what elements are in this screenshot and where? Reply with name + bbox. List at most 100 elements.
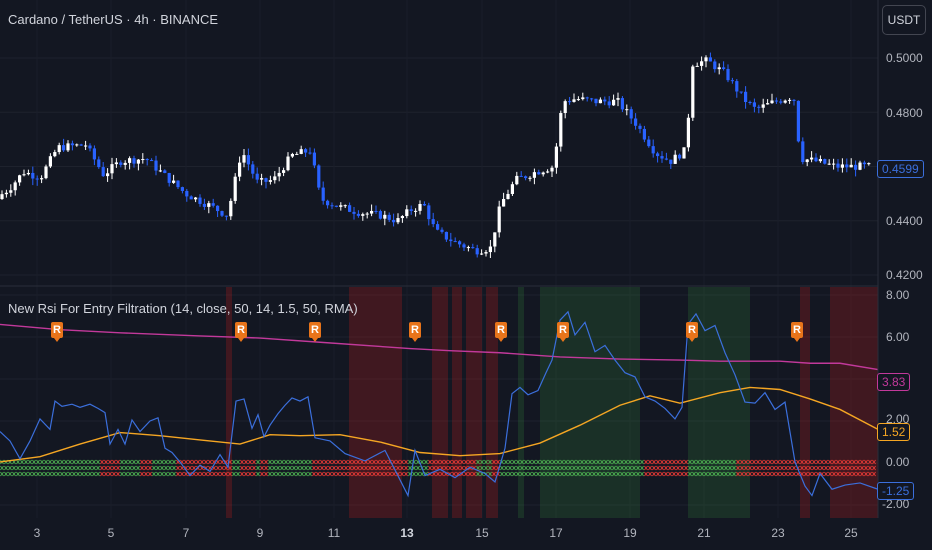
cross-mark [472, 459, 476, 477]
candle-body [528, 177, 532, 179]
price-tick: 0.4200 [886, 268, 923, 282]
cross-mark [16, 459, 20, 477]
cross-mark [580, 459, 584, 477]
cross-mark [804, 459, 808, 477]
cross-mark [628, 459, 632, 477]
cross-mark [768, 459, 772, 477]
cross-mark [192, 459, 196, 477]
candle-body [312, 152, 316, 166]
cross-mark [184, 459, 188, 477]
r-marker[interactable]: R [557, 322, 569, 342]
indicator-title[interactable]: New Rsi For Entry Filtration (14, close,… [8, 301, 358, 316]
candle-body [669, 159, 673, 164]
candle-body [207, 203, 211, 207]
cross-mark [8, 459, 12, 477]
cross-mark [44, 459, 48, 477]
candle-body [801, 141, 805, 163]
indicator-tick: -2.00 [882, 497, 910, 511]
cross-mark [56, 459, 60, 477]
cross-mark [808, 459, 812, 477]
cross-mark [832, 459, 836, 477]
cross-mark [220, 459, 224, 477]
candle-body [466, 247, 470, 249]
candle-body [251, 164, 255, 174]
cross-mark [584, 459, 588, 477]
candle-body [761, 104, 765, 108]
r-marker[interactable]: R [686, 322, 698, 342]
signal-band [226, 287, 232, 518]
r-marker[interactable]: R [309, 322, 321, 342]
x-tick: 19 [623, 526, 637, 540]
candle-body [612, 99, 616, 106]
candle-body [167, 172, 171, 183]
candle-body [506, 193, 510, 200]
cross-mark [652, 459, 656, 477]
cross-mark [384, 459, 388, 477]
candle-body [84, 145, 88, 147]
candle-body [238, 162, 242, 177]
r-marker[interactable]: R [235, 322, 247, 342]
cross-mark [656, 459, 660, 477]
cross-mark [28, 459, 32, 477]
candle-body [18, 175, 22, 183]
cross-mark [756, 459, 760, 477]
candle-body [568, 101, 572, 103]
cross-mark [524, 459, 528, 477]
candle-body [9, 190, 13, 193]
cross-mark [236, 459, 240, 477]
candle-body [40, 178, 44, 180]
candle-body [541, 172, 545, 175]
candle-body [700, 61, 704, 66]
cross-mark [760, 459, 764, 477]
candle-body [444, 231, 448, 240]
candle-body [339, 205, 343, 207]
candle-body [101, 167, 105, 177]
cross-mark [484, 459, 488, 477]
candle-body [805, 159, 809, 163]
candle-body [726, 68, 730, 81]
candle-body [48, 156, 52, 167]
cross-mark [84, 459, 88, 477]
candle-body [255, 173, 259, 180]
candle-body [172, 180, 176, 183]
r-marker[interactable]: R [791, 322, 803, 342]
cross-mark [460, 459, 464, 477]
r-marker[interactable]: R [495, 322, 507, 342]
candle-body [409, 209, 413, 211]
rsi-line [0, 310, 879, 498]
cross-mark [116, 459, 120, 477]
candle-body [383, 214, 387, 219]
cross-mark [436, 459, 440, 477]
candle-body [304, 149, 308, 153]
background-bands [226, 287, 878, 518]
cross-mark [424, 459, 428, 477]
r-marker[interactable]: R [51, 322, 63, 342]
candle-body [594, 98, 598, 104]
candle-body [792, 99, 796, 101]
candle-body [827, 163, 831, 165]
cross-mark [688, 459, 692, 477]
cross-mark [784, 459, 788, 477]
cross-mark [732, 459, 736, 477]
candle-body [603, 99, 607, 102]
cross-mark [24, 459, 28, 477]
currency-button[interactable]: USDT [882, 5, 926, 35]
cross-mark [696, 459, 700, 477]
cross-mark [252, 459, 256, 477]
cross-mark [544, 459, 548, 477]
cross-mark [208, 459, 212, 477]
candle-body [264, 178, 268, 182]
candle-body [480, 253, 484, 255]
cross-mark [332, 459, 336, 477]
cross-mark [128, 459, 132, 477]
x-tick: 9 [256, 526, 264, 540]
cross-mark [532, 459, 536, 477]
cross-mark [120, 459, 124, 477]
cross-mark [564, 459, 568, 477]
upper-band-line [0, 323, 879, 371]
candle-body [70, 143, 74, 146]
candle-body [629, 109, 633, 119]
r-marker[interactable]: R [409, 322, 421, 342]
candle-body [818, 159, 822, 162]
